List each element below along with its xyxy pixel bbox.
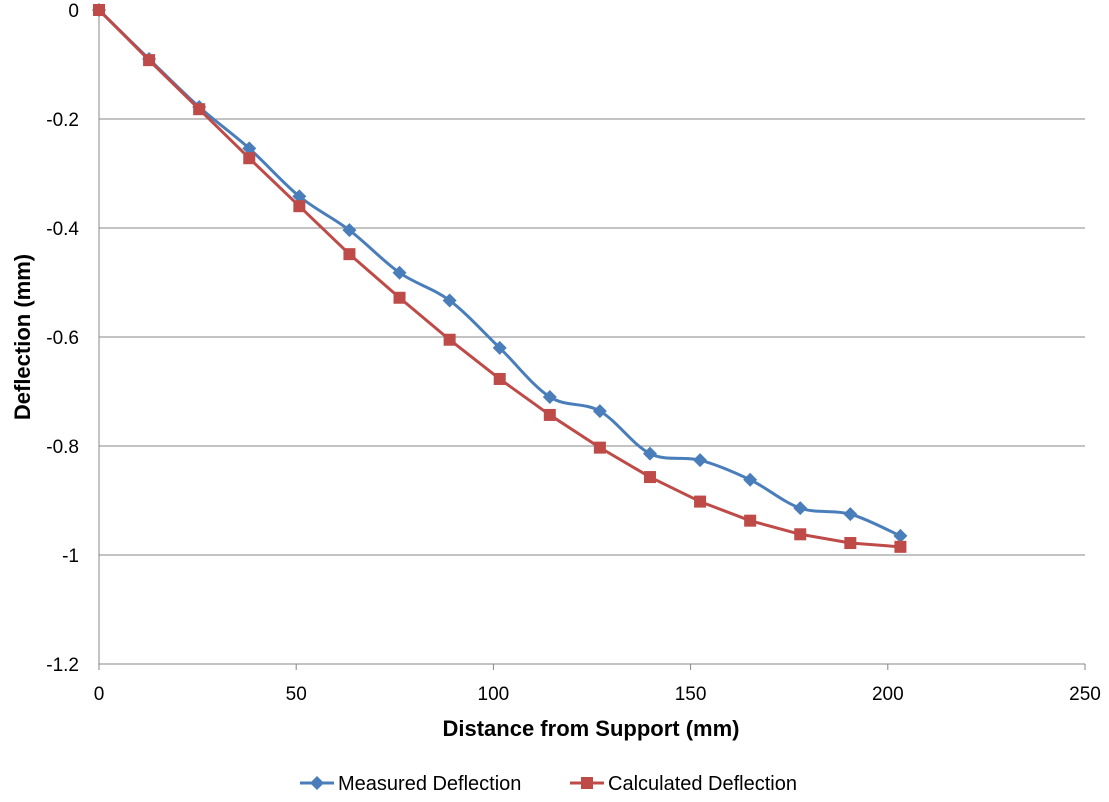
data-point — [493, 372, 506, 385]
data-point — [292, 189, 307, 204]
data-point — [243, 152, 256, 165]
x-tick-label: 150 — [675, 684, 707, 705]
series-measured — [92, 3, 908, 543]
y-tick-label: -0.4 — [46, 219, 79, 240]
legend-item-measured: Measured Deflection — [300, 773, 521, 795]
y-tick-labels: 0 -0.2 -0.4 -0.6 -0.8 -1 -1.2 — [46, 1, 79, 676]
legend-marker — [310, 776, 324, 790]
legend-marker — [581, 777, 593, 789]
gridlines — [99, 118, 1085, 556]
y-axis-title: Deflection (mm) — [10, 254, 35, 420]
y-tick-label: -0.6 — [46, 328, 79, 349]
data-point — [743, 472, 758, 487]
legend-label: Measured Deflection — [338, 773, 521, 795]
y-tick-label: -1.2 — [46, 655, 79, 676]
data-point — [543, 408, 556, 421]
data-point — [894, 540, 907, 553]
x-tick-label: 200 — [872, 684, 904, 705]
data-point — [442, 293, 457, 308]
y-tick-label: -0.2 — [46, 110, 79, 131]
series-line — [97, 8, 901, 549]
data-point — [593, 441, 606, 454]
data-point — [642, 446, 657, 461]
data-point — [143, 54, 156, 67]
x-tick-label: 50 — [286, 684, 307, 705]
data-point — [242, 141, 257, 156]
x-tick-label: 250 — [1069, 684, 1101, 705]
data-point — [293, 200, 306, 213]
data-point — [693, 453, 708, 468]
data-point — [643, 471, 656, 484]
y-tick-label: 0 — [68, 1, 79, 22]
legend-label: Calculated Deflection — [608, 773, 797, 795]
data-point — [744, 514, 757, 527]
data-point — [393, 291, 406, 304]
x-tick-label: 100 — [478, 684, 510, 705]
data-point — [793, 501, 808, 516]
axes — [98, 10, 1086, 670]
data-point — [392, 265, 407, 280]
data-point — [193, 103, 206, 116]
data-point — [492, 340, 507, 355]
data-point — [342, 223, 357, 238]
data-point — [93, 4, 105, 16]
data-point — [893, 528, 908, 543]
series-calculated — [93, 4, 907, 553]
data-point — [843, 507, 858, 522]
data-point — [592, 404, 607, 419]
x-tick-label: 0 — [94, 684, 105, 705]
y-tick-label: -0.8 — [46, 437, 79, 458]
data-point — [794, 528, 807, 541]
legend: Measured Deflection Calculated Deflection — [300, 773, 797, 795]
data-point — [343, 248, 356, 261]
data-point — [694, 495, 707, 508]
data-point — [844, 537, 857, 550]
series-line — [97, 8, 902, 538]
data-point — [443, 333, 456, 346]
legend-item-calculated: Calculated Deflection — [570, 773, 797, 795]
y-tick-label: -1 — [62, 546, 79, 567]
series-layer — [92, 3, 908, 553]
data-point — [542, 389, 557, 404]
x-axis-title: Distance from Support (mm) — [442, 716, 739, 741]
x-tick-labels: 0 50 100 150 200 250 — [94, 684, 1101, 705]
